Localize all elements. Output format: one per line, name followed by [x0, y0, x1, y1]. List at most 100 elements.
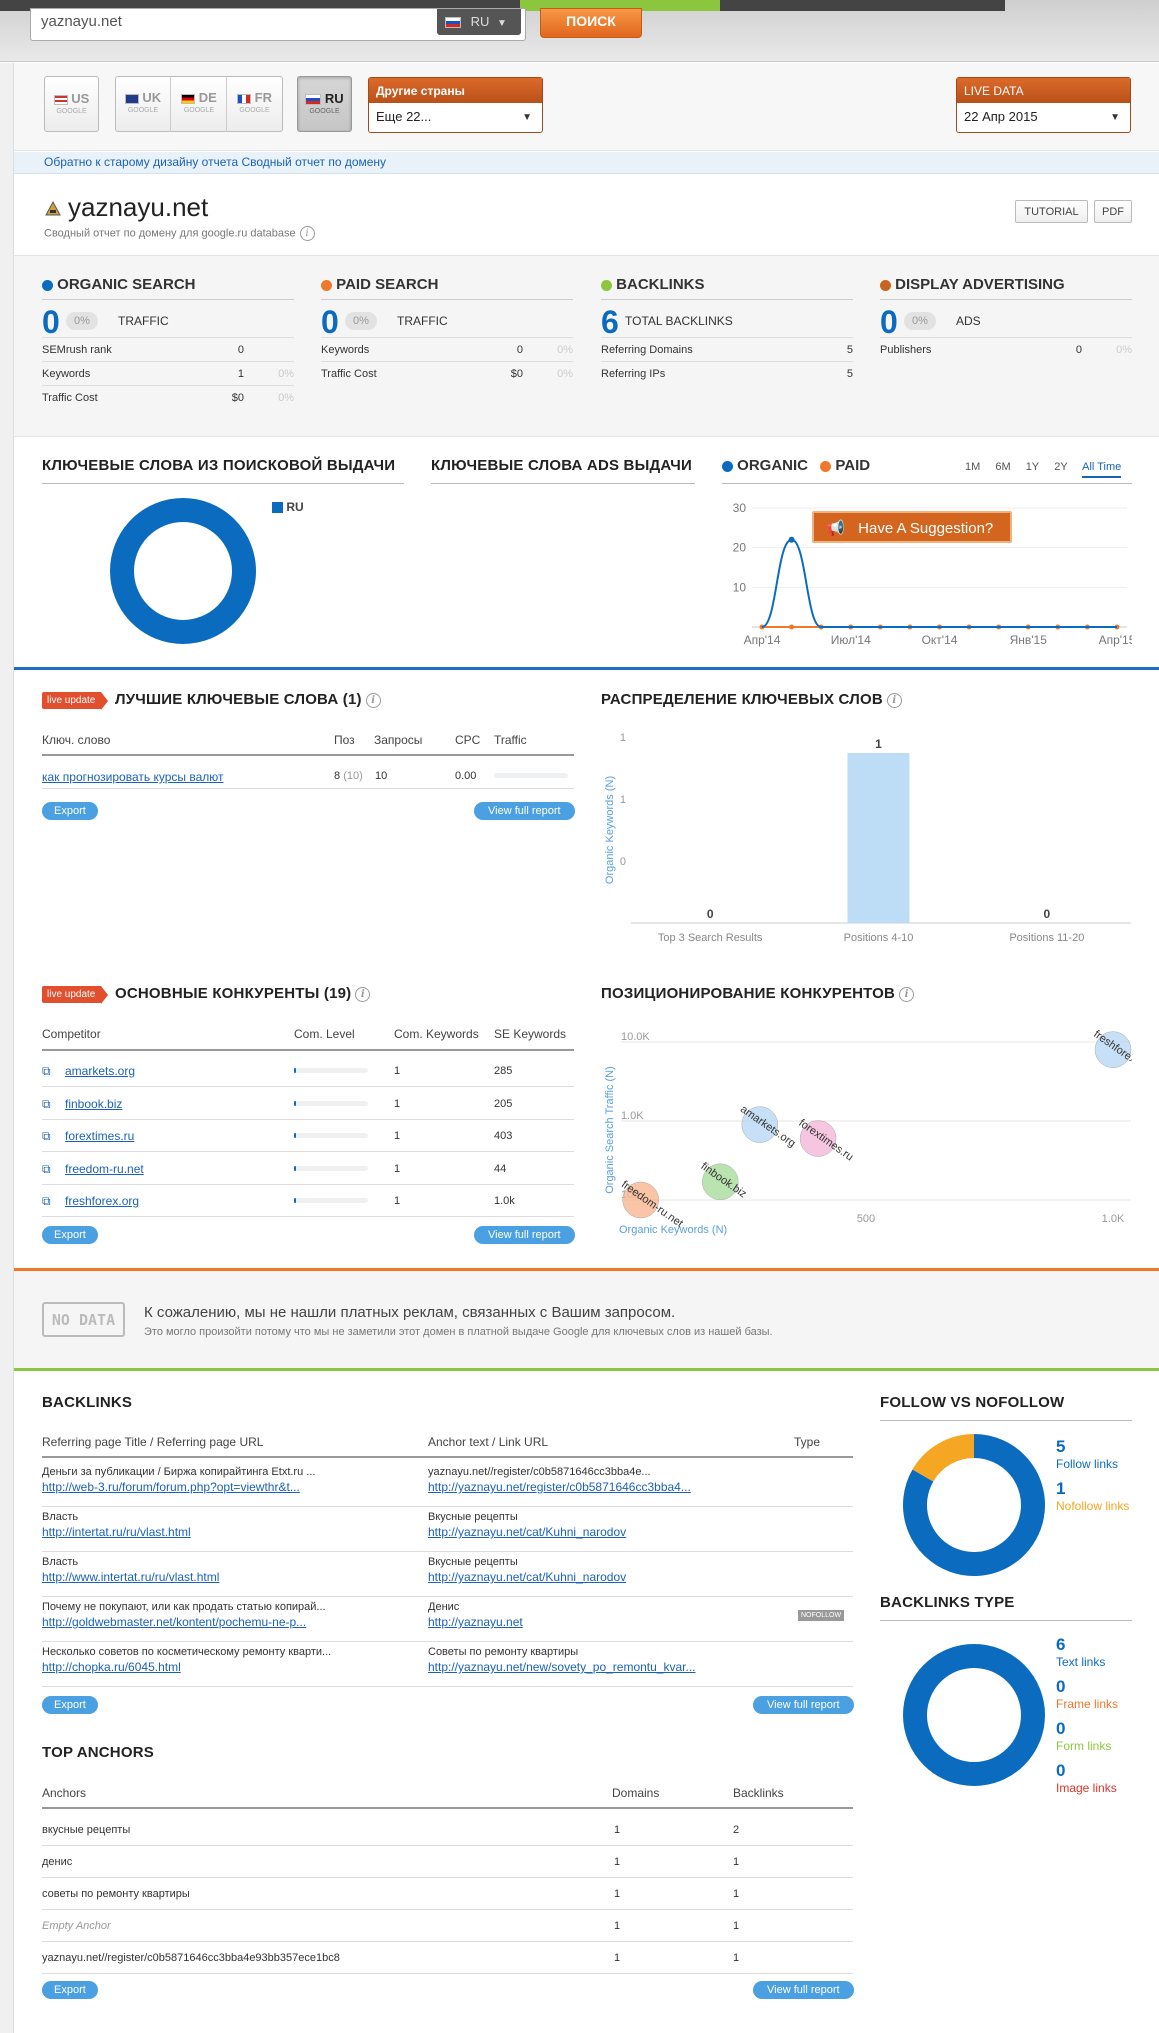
backlinks-type-donut: [903, 1644, 1045, 1786]
top-keywords-title-text: ЛУЧШИЕ КЛЮЧЕВЫЕ СЛОВА (1): [115, 691, 362, 708]
pdf-button[interactable]: PDF: [1094, 200, 1132, 223]
country-us[interactable]: US GOOGLE: [44, 76, 99, 132]
old-design-link[interactable]: Обратно к старому дизайну отчета Сводный…: [44, 155, 387, 169]
col-volume[interactable]: Запросы: [374, 733, 423, 747]
row-value: $0: [510, 368, 523, 380]
referring-url[interactable]: http://intertat.ru/ru/vlast.html: [42, 1525, 191, 1539]
keyword-link[interactable]: как прогнозировать курсы валют: [42, 770, 224, 784]
view-full-report-button[interactable]: View full report: [474, 802, 575, 820]
view-full-report-button[interactable]: View full report: [753, 1981, 854, 1999]
donut-legend: RU: [272, 500, 304, 514]
se-keywords: 403: [494, 1130, 513, 1142]
col-cpc[interactable]: CPC: [455, 733, 481, 747]
export-button[interactable]: Export: [42, 802, 98, 820]
organic-point: [788, 536, 795, 543]
tutorial-button[interactable]: TUTORIAL: [1015, 200, 1088, 223]
country-ru[interactable]: RU GOOGLE: [297, 76, 352, 132]
view-full-report-button[interactable]: View full report: [474, 1226, 575, 1244]
country-de[interactable]: DE GOOGLE: [172, 76, 227, 132]
display-ads-pct: 0%: [904, 312, 936, 330]
top-strip: [0, 0, 1005, 11]
range-tab-1m[interactable]: 1M: [965, 461, 981, 473]
referring-title: Деньги за публикации / Биржа копирайтинг…: [42, 1466, 316, 1478]
competitor-link[interactable]: forextimes.ru: [65, 1129, 135, 1143]
referring-url[interactable]: http://goldwebmaster.net/kontent/pochemu…: [42, 1615, 307, 1629]
summary-row: SEMrush rank 0: [42, 338, 294, 362]
organic-traffic-label: TRAFFIC: [118, 314, 169, 328]
uk-flag-icon: [124, 93, 139, 104]
organic-keywords-donut: [108, 496, 258, 646]
summary-paid: PAID SEARCH 0 0% TRAFFIC Keywords 0 0% T…: [321, 276, 573, 386]
donut-slice: [912, 1434, 975, 1482]
col-com-keywords[interactable]: Com. Keywords: [394, 1027, 479, 1041]
range-tab-1y[interactable]: 1Y: [1025, 461, 1040, 473]
row-value: 0: [1075, 344, 1082, 356]
col-traffic[interactable]: Traffic: [494, 733, 527, 747]
x-tick-label: 500: [857, 1213, 875, 1225]
col-com-level[interactable]: Com. Level: [294, 1027, 355, 1041]
col-competitor[interactable]: Competitor: [42, 1027, 101, 1041]
country-engine: GOOGLE: [56, 108, 87, 115]
range-tab-6m[interactable]: 6M: [995, 461, 1011, 473]
legend-organic: ORGANIC: [737, 457, 809, 474]
referring-title: Власть: [42, 1556, 79, 1568]
link-url[interactable]: http://yaznayu.net: [428, 1615, 523, 1629]
link-url[interactable]: http://yaznayu.net/new/sovety_po_remontu…: [428, 1660, 696, 1674]
row-value: 5: [846, 344, 853, 356]
database-select[interactable]: RU ▼: [437, 9, 521, 35]
col-se-keywords[interactable]: SE Keywords: [494, 1027, 567, 1041]
data-label: 0: [1043, 907, 1050, 921]
info-icon[interactable]: i: [355, 986, 371, 1002]
legend-label: Text links: [1056, 1655, 1106, 1669]
external-link-icon[interactable]: ⧉: [42, 1161, 51, 1176]
competitor-link[interactable]: amarkets.org: [65, 1064, 136, 1078]
range-tab-2y[interactable]: 2Y: [1054, 461, 1068, 473]
export-button[interactable]: Export: [42, 1696, 98, 1714]
anchor-text: Советы по ремонту квартиры: [428, 1646, 579, 1658]
referring-url[interactable]: http://web-3.ru/forum/forum.php?opt=view…: [42, 1480, 300, 1494]
info-icon[interactable]: i: [365, 692, 381, 708]
col-pos[interactable]: Поз: [334, 733, 355, 747]
y-tick-label: 0: [620, 856, 626, 868]
export-button[interactable]: Export: [42, 1226, 98, 1244]
suggestion-button[interactable]: 📢 Have A Suggestion?: [812, 511, 1012, 543]
referring-url[interactable]: http://www.intertat.ru/ru/vlast.html: [42, 1570, 220, 1584]
country-uk[interactable]: UK GOOGLE: [116, 76, 171, 132]
col-keyword[interactable]: Ключ. слово: [42, 733, 111, 747]
other-countries[interactable]: Другие страны Еще 22... ▼: [368, 77, 543, 133]
view-full-report-button[interactable]: View full report: [753, 1696, 854, 1714]
competitor-link[interactable]: freedom-ru.net: [65, 1161, 144, 1176]
range-tabs: 1M 6M 1Y 2Y All Time: [965, 461, 1122, 478]
search-button[interactable]: ПОИСК: [540, 8, 642, 38]
competitor-link[interactable]: freshforex.org: [65, 1194, 140, 1208]
anchor-backlinks: 1: [733, 1952, 740, 1964]
info-icon[interactable]: i: [299, 226, 315, 241]
info-icon[interactable]: i: [899, 986, 915, 1002]
external-link-icon[interactable]: ⧉: [42, 1129, 51, 1143]
com-level-bar: [294, 1133, 368, 1138]
export-button[interactable]: Export: [42, 1981, 98, 1999]
external-link-icon[interactable]: ⧉: [42, 1194, 51, 1208]
backlinks-type-title: BACKLINKS TYPE: [880, 1594, 1015, 1611]
range-tab-all-time[interactable]: All Time: [1082, 461, 1122, 478]
country-fr[interactable]: FR GOOGLE: [227, 76, 282, 132]
row-label: SEMrush rank: [42, 344, 112, 356]
live-data-select[interactable]: LIVE DATA 22 Апр 2015 ▼: [956, 77, 1131, 133]
summary-paid-label: PAID SEARCH: [336, 276, 439, 293]
domain-subtitle-text: Сводный отчет по домену для google.ru da…: [44, 227, 296, 240]
link-url[interactable]: http://yaznayu.net/register/c0b5871646cc…: [428, 1480, 691, 1494]
com-level-bar: [294, 1165, 368, 1171]
search-input[interactable]: [41, 11, 421, 31]
external-link-icon[interactable]: ⧉: [42, 1064, 51, 1078]
display-ads-value: 0: [880, 304, 898, 340]
competitor-link[interactable]: finbook.biz: [65, 1096, 123, 1111]
external-link-icon[interactable]: ⧉: [42, 1096, 51, 1111]
top-keywords-title: ЛУЧШИЕ КЛЮЧЕВЫЕ СЛОВА (1) i: [115, 691, 381, 708]
referring-url[interactable]: http://chopka.ru/6045.html: [42, 1660, 181, 1674]
link-url[interactable]: http://yaznayu.net/cat/Kuhni_narodov: [428, 1525, 627, 1539]
info-icon[interactable]: i: [886, 692, 902, 708]
competitors-title: ОСНОВНЫЕ КОНКУРЕНТЫ (19) i: [115, 985, 371, 1002]
link-url[interactable]: http://yaznayu.net/cat/Kuhni_narodov: [428, 1570, 627, 1584]
follow-title: FOLLOW VS NOFOLLOW: [880, 1394, 1065, 1411]
row-label: Referring IPs: [601, 368, 666, 380]
